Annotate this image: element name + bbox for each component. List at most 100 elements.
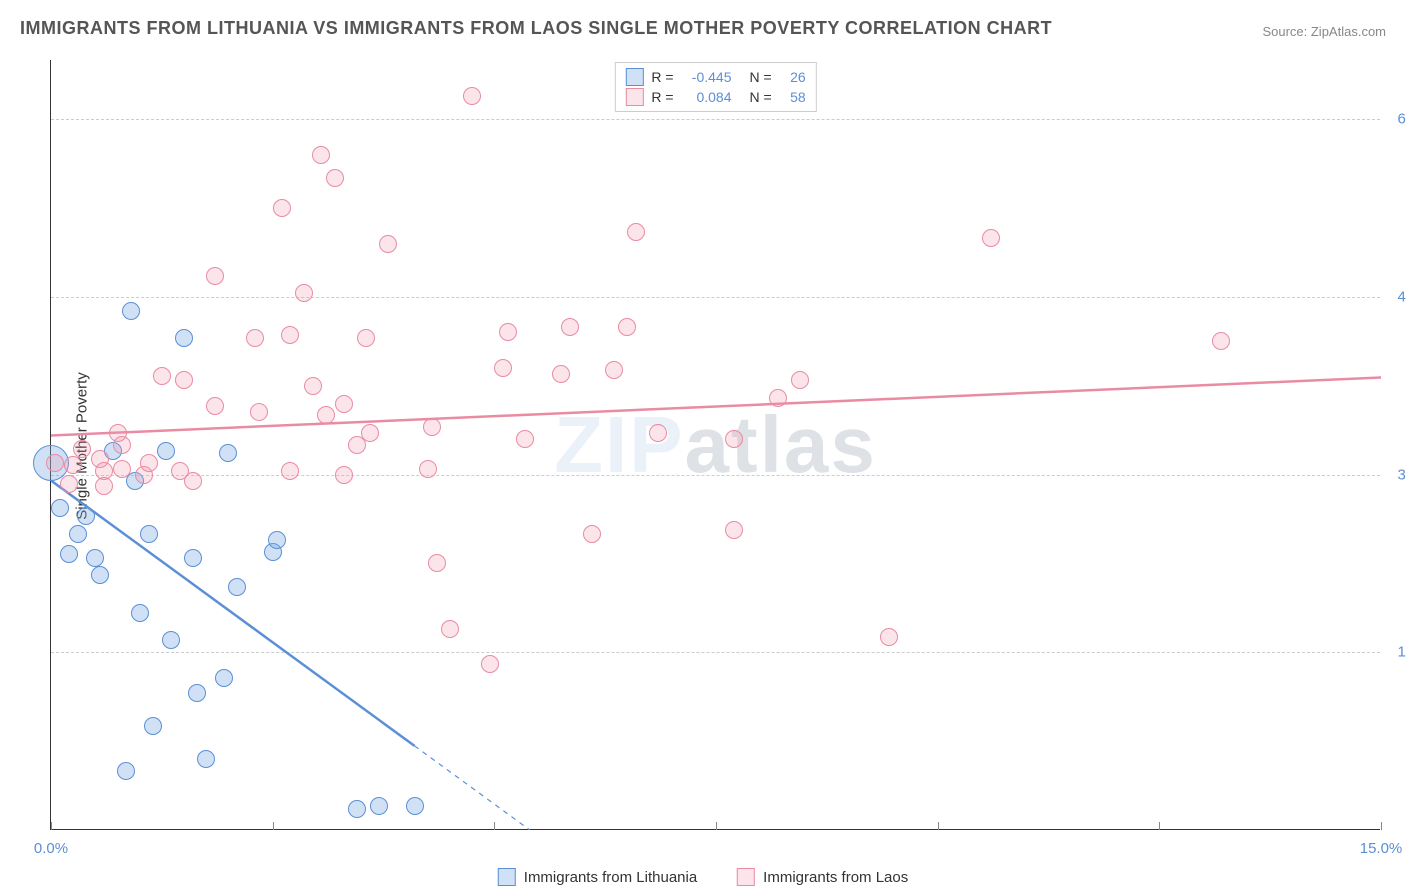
- scatter-point-lithuania: [184, 549, 202, 567]
- scatter-point-laos: [250, 403, 268, 421]
- scatter-point-lithuania: [51, 499, 69, 517]
- scatter-point-laos: [140, 454, 158, 472]
- scatter-point-laos: [304, 377, 322, 395]
- scatter-point-laos: [281, 462, 299, 480]
- scatter-point-lithuania: [370, 797, 388, 815]
- scatter-point-laos: [184, 472, 202, 490]
- stats-row-lithuania: R = -0.445 N = 26: [625, 67, 805, 87]
- gridline-h: [51, 297, 1380, 298]
- n-value-laos: 58: [780, 89, 806, 105]
- scatter-point-laos: [312, 146, 330, 164]
- x-tick: [716, 822, 717, 830]
- scatter-point-laos: [481, 655, 499, 673]
- scatter-point-laos: [627, 223, 645, 241]
- swatch-pink-icon: [625, 88, 643, 106]
- bottom-legend: Immigrants from Lithuania Immigrants fro…: [498, 868, 908, 886]
- scatter-point-lithuania: [77, 507, 95, 525]
- legend-label-lithuania: Immigrants from Lithuania: [524, 869, 697, 886]
- scatter-point-laos: [423, 418, 441, 436]
- x-tick: [51, 822, 52, 830]
- scatter-point-lithuania: [91, 566, 109, 584]
- gridline-h: [51, 475, 1380, 476]
- scatter-point-lithuania: [162, 631, 180, 649]
- scatter-point-laos: [335, 466, 353, 484]
- scatter-point-laos: [326, 169, 344, 187]
- scatter-point-lithuania: [117, 762, 135, 780]
- gridline-h: [51, 652, 1380, 653]
- scatter-point-laos: [516, 430, 534, 448]
- scatter-point-laos: [46, 454, 64, 472]
- scatter-point-lithuania: [122, 302, 140, 320]
- watermark: ZIPatlas: [554, 399, 877, 491]
- scatter-point-laos: [206, 397, 224, 415]
- scatter-point-laos: [428, 554, 446, 572]
- n-value-lithuania: 26: [780, 69, 806, 85]
- scatter-point-laos: [64, 456, 82, 474]
- scatter-point-laos: [791, 371, 809, 389]
- scatter-point-laos: [982, 229, 1000, 247]
- scatter-point-laos: [379, 235, 397, 253]
- scatter-point-lithuania: [268, 531, 286, 549]
- scatter-point-laos: [725, 521, 743, 539]
- x-tick-label: 0.0%: [34, 840, 68, 857]
- legend-item-laos: Immigrants from Laos: [737, 868, 908, 886]
- y-tick-label: 60.0%: [1385, 111, 1406, 128]
- scatter-point-laos: [109, 424, 127, 442]
- scatter-point-laos: [605, 361, 623, 379]
- scatter-point-laos: [880, 628, 898, 646]
- y-tick-label: 30.0%: [1385, 466, 1406, 483]
- y-tick-label: 45.0%: [1385, 288, 1406, 305]
- scatter-point-lithuania: [175, 329, 193, 347]
- scatter-point-laos: [419, 460, 437, 478]
- swatch-pink-icon: [737, 868, 755, 886]
- scatter-point-laos: [246, 329, 264, 347]
- trend-lines: [51, 60, 1381, 830]
- scatter-point-laos: [95, 477, 113, 495]
- n-label: N =: [750, 69, 772, 85]
- scatter-point-lithuania: [228, 578, 246, 596]
- scatter-point-laos: [273, 199, 291, 217]
- scatter-point-laos: [73, 440, 91, 458]
- scatter-point-laos: [552, 365, 570, 383]
- scatter-point-lithuania: [219, 444, 237, 462]
- scatter-point-laos: [153, 367, 171, 385]
- scatter-point-laos: [499, 323, 517, 341]
- chart-container: IMMIGRANTS FROM LITHUANIA VS IMMIGRANTS …: [0, 0, 1406, 892]
- scatter-point-lithuania: [140, 525, 158, 543]
- scatter-point-laos: [281, 326, 299, 344]
- scatter-point-laos: [361, 424, 379, 442]
- scatter-point-lithuania: [144, 717, 162, 735]
- scatter-point-lithuania: [157, 442, 175, 460]
- scatter-point-laos: [494, 359, 512, 377]
- scatter-point-lithuania: [348, 800, 366, 818]
- swatch-blue-icon: [625, 68, 643, 86]
- scatter-point-lithuania: [197, 750, 215, 768]
- scatter-point-lithuania: [406, 797, 424, 815]
- scatter-point-laos: [1212, 332, 1230, 350]
- y-tick-label: 15.0%: [1385, 644, 1406, 661]
- stats-row-laos: R = 0.084 N = 58: [625, 87, 805, 107]
- scatter-point-laos: [769, 389, 787, 407]
- plot-area: ZIPatlas R = -0.445 N = 26 R = 0.084 N =…: [50, 60, 1380, 830]
- scatter-point-laos: [725, 430, 743, 448]
- r-value-lithuania: -0.445: [682, 69, 732, 85]
- source-credit: Source: ZipAtlas.com: [1262, 24, 1386, 39]
- scatter-point-laos: [357, 329, 375, 347]
- scatter-point-laos: [175, 371, 193, 389]
- scatter-point-lithuania: [69, 525, 87, 543]
- scatter-point-laos: [317, 406, 335, 424]
- scatter-point-laos: [649, 424, 667, 442]
- r-label: R =: [651, 69, 673, 85]
- gridline-h: [51, 119, 1380, 120]
- legend-label-laos: Immigrants from Laos: [763, 869, 908, 886]
- scatter-point-laos: [60, 475, 78, 493]
- scatter-point-laos: [295, 284, 313, 302]
- x-tick: [494, 822, 495, 830]
- swatch-blue-icon: [498, 868, 516, 886]
- scatter-point-lithuania: [131, 604, 149, 622]
- stats-legend: R = -0.445 N = 26 R = 0.084 N = 58: [614, 62, 816, 112]
- x-tick-label: 15.0%: [1360, 840, 1403, 857]
- x-tick: [938, 822, 939, 830]
- scatter-point-laos: [206, 267, 224, 285]
- r-label: R =: [651, 89, 673, 105]
